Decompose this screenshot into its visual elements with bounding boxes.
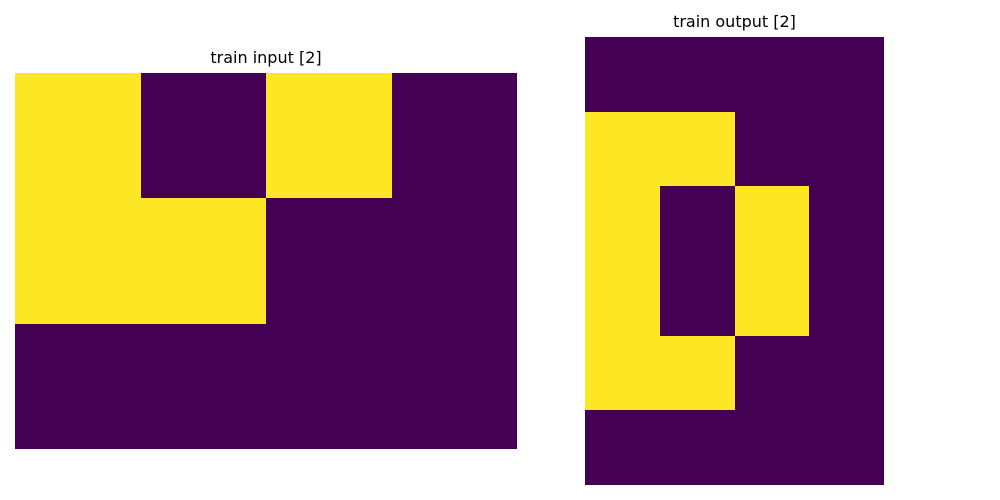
grid-cell — [734, 410, 810, 485]
grid-cell — [659, 186, 735, 261]
grid-cell — [585, 260, 660, 336]
grid-cell — [809, 111, 884, 187]
grid-cell — [809, 186, 884, 261]
grid-cell — [659, 111, 735, 187]
grid-cell — [809, 335, 884, 411]
grid-cell — [734, 260, 810, 336]
grid-cell — [734, 335, 810, 411]
grid-cell — [659, 260, 735, 336]
grid-cell — [391, 323, 517, 449]
grid-cell — [15, 198, 141, 324]
grid-cell — [659, 335, 735, 411]
grid-cell — [15, 73, 141, 199]
grid-cell — [734, 37, 810, 112]
grid-cell — [734, 111, 810, 187]
grid-cell — [15, 323, 141, 449]
train-input-grid — [15, 73, 517, 449]
grid-cell — [585, 186, 660, 261]
grid-cell — [391, 198, 517, 324]
grid-cell — [140, 73, 266, 199]
grid-cell — [809, 37, 884, 112]
grid-cell — [809, 410, 884, 485]
grid-cell — [734, 186, 810, 261]
grid-cell — [585, 37, 660, 112]
grid-cell — [266, 73, 392, 199]
grid-cell — [266, 198, 392, 324]
grid-cell — [140, 323, 266, 449]
grid-cell — [809, 260, 884, 336]
grid-cell — [659, 37, 735, 112]
train-input-title: train input [2] — [210, 48, 322, 67]
grid-cell — [391, 73, 517, 199]
grid-cell — [585, 335, 660, 411]
train-output-grid — [585, 37, 884, 485]
grid-cell — [585, 111, 660, 187]
grid-cell — [140, 198, 266, 324]
grid-cell — [659, 410, 735, 485]
grid-cell — [266, 323, 392, 449]
train-output-title: train output [2] — [673, 12, 796, 31]
grid-cell — [585, 410, 660, 485]
